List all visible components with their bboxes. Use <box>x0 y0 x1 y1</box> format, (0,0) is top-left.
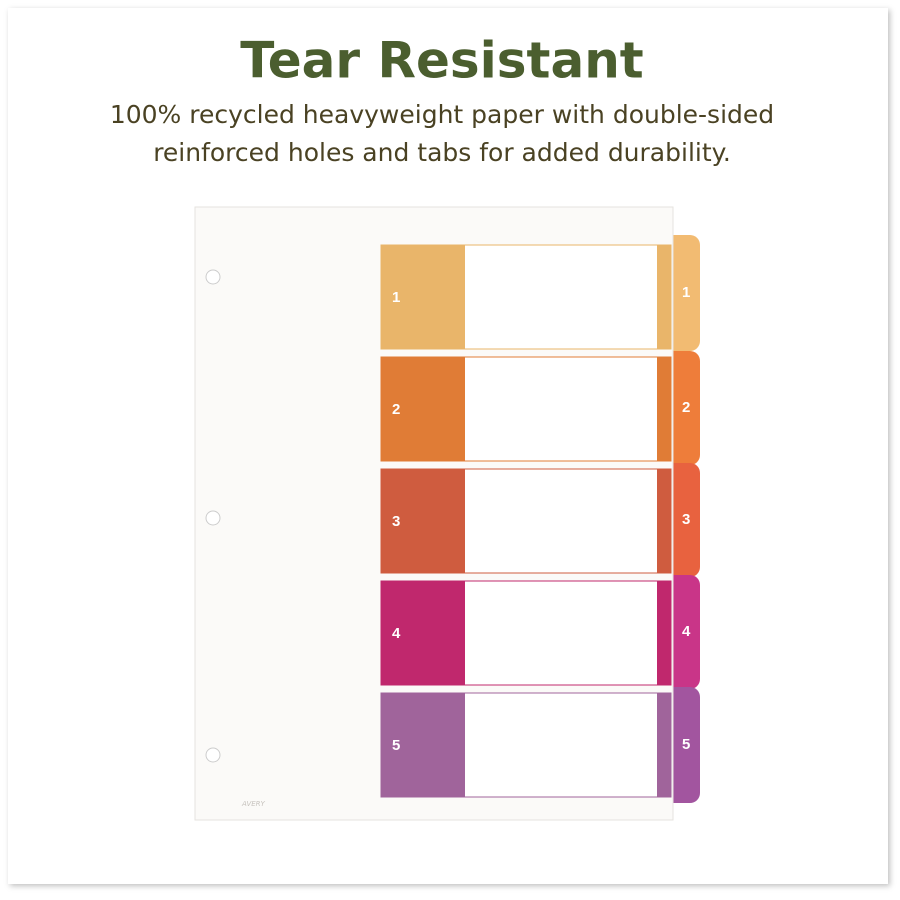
divider-sheet: 1 2 3 4 5 1 2 3 4 5 AVERY <box>194 206 700 821</box>
color-strip <box>657 581 671 685</box>
subtitle-line: reinforced holes and tabs for added dura… <box>153 138 731 167</box>
side-tab <box>672 575 700 689</box>
side-tab-number: 1 <box>682 284 690 301</box>
color-strip <box>657 245 671 349</box>
hole <box>205 747 221 763</box>
row <box>380 356 672 462</box>
tab-number: 2 <box>392 401 400 418</box>
color-block <box>381 357 465 461</box>
subtitle-line: 100% recycled heavyweight paper with dou… <box>110 100 774 129</box>
color-block <box>381 469 465 573</box>
side-tab-number: 3 <box>682 511 690 528</box>
row <box>380 468 672 574</box>
hole <box>205 510 221 526</box>
side-tab <box>672 351 700 465</box>
color-block <box>381 245 465 349</box>
tab-number: 3 <box>392 513 400 530</box>
tab-number: 4 <box>392 625 401 642</box>
color-strip <box>657 693 671 797</box>
side-tab-number: 5 <box>682 736 690 753</box>
side-tab-number: 2 <box>682 399 690 416</box>
title: Tear Resistant <box>240 32 643 90</box>
side-tab-number: 4 <box>682 623 691 640</box>
brand-logo: AVERY <box>241 800 266 808</box>
tab-number: 1 <box>392 289 400 306</box>
color-block <box>381 693 465 797</box>
color-block <box>381 581 465 685</box>
side-tab <box>672 687 700 803</box>
hole <box>205 269 221 285</box>
color-strip <box>657 469 671 573</box>
row <box>380 580 672 686</box>
color-strip <box>657 357 671 461</box>
side-tab <box>672 235 700 351</box>
side-tab <box>672 463 700 577</box>
row <box>380 244 672 350</box>
row <box>380 692 672 798</box>
tab-number: 5 <box>392 737 400 754</box>
